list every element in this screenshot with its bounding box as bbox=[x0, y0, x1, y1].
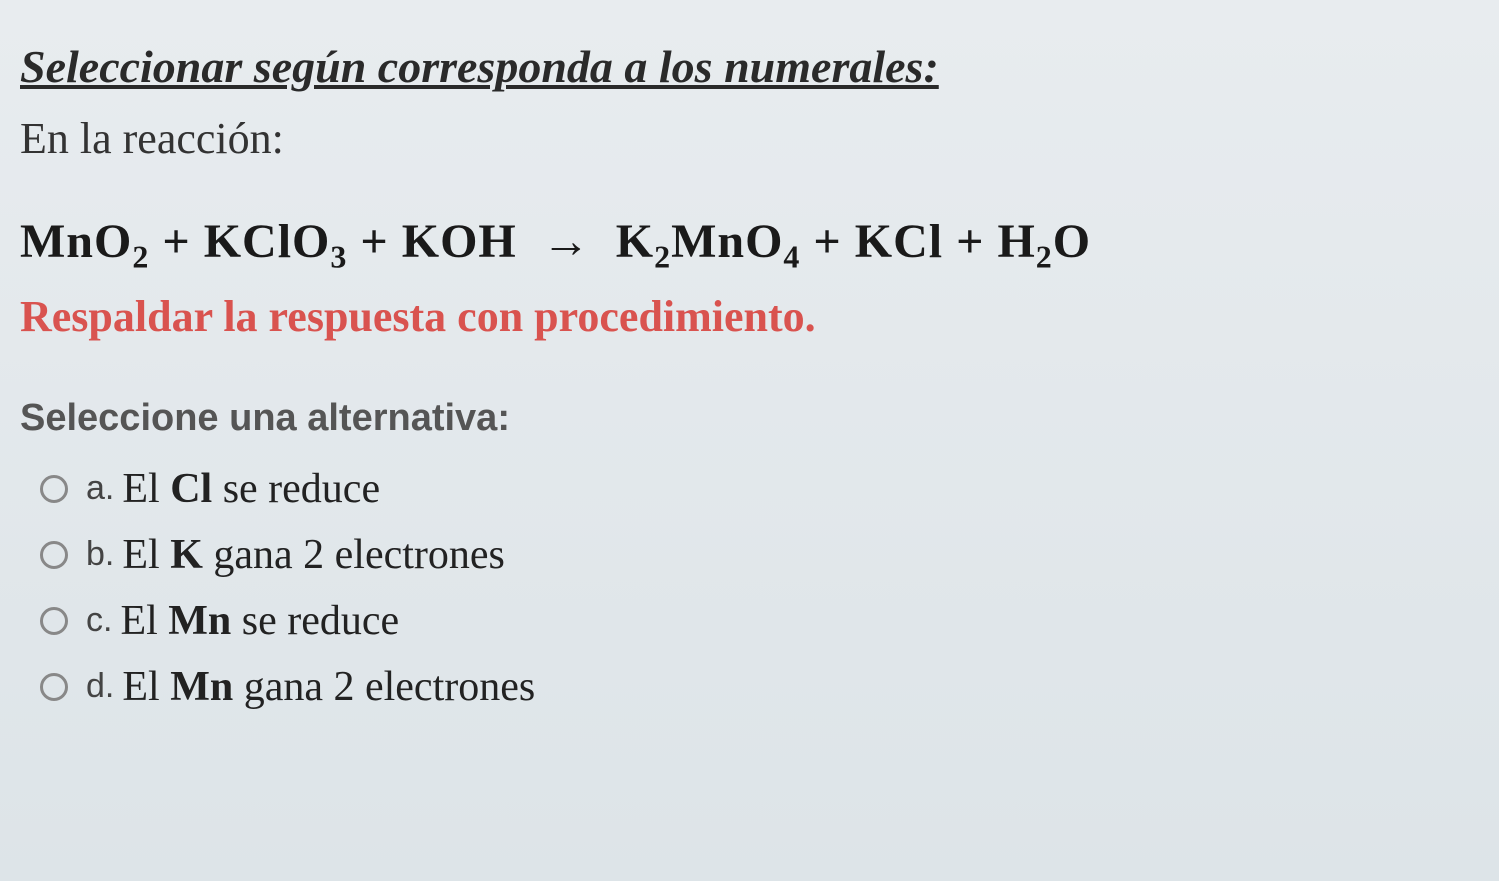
option-letter: c. bbox=[86, 601, 112, 640]
radio-button[interactable] bbox=[40, 541, 68, 569]
option-text: El K gana 2 electrones bbox=[122, 531, 505, 579]
question-heading: Seleccionar según corresponda a los nume… bbox=[20, 40, 1479, 93]
option-text: El Cl se reduce bbox=[122, 465, 380, 513]
question-subheading: En la reacción: bbox=[20, 113, 1479, 164]
option-row-a[interactable]: a.El Cl se reduce bbox=[20, 465, 1479, 513]
radio-button[interactable] bbox=[40, 475, 68, 503]
option-letter: b. bbox=[86, 535, 114, 574]
option-text: El Mn gana 2 electrones bbox=[122, 663, 535, 711]
option-row-d[interactable]: d.El Mn gana 2 electrones bbox=[20, 663, 1479, 711]
instruction-text: Respaldar la respuesta con procedimiento… bbox=[20, 291, 1479, 342]
chemical-equation: MnO2 + KClO3 + KOH → K2MnO4 + KCl + H2O bbox=[20, 214, 1479, 276]
option-row-b[interactable]: b.El K gana 2 electrones bbox=[20, 531, 1479, 579]
select-prompt: Seleccione una alternativa: bbox=[20, 397, 1479, 440]
option-letter: d. bbox=[86, 667, 114, 706]
radio-button[interactable] bbox=[40, 607, 68, 635]
radio-button[interactable] bbox=[40, 673, 68, 701]
option-letter: a. bbox=[86, 469, 114, 508]
option-text: El Mn se reduce bbox=[120, 597, 399, 645]
options-list: a.El Cl se reduceb.El K gana 2 electrone… bbox=[20, 465, 1479, 711]
option-row-c[interactable]: c.El Mn se reduce bbox=[20, 597, 1479, 645]
